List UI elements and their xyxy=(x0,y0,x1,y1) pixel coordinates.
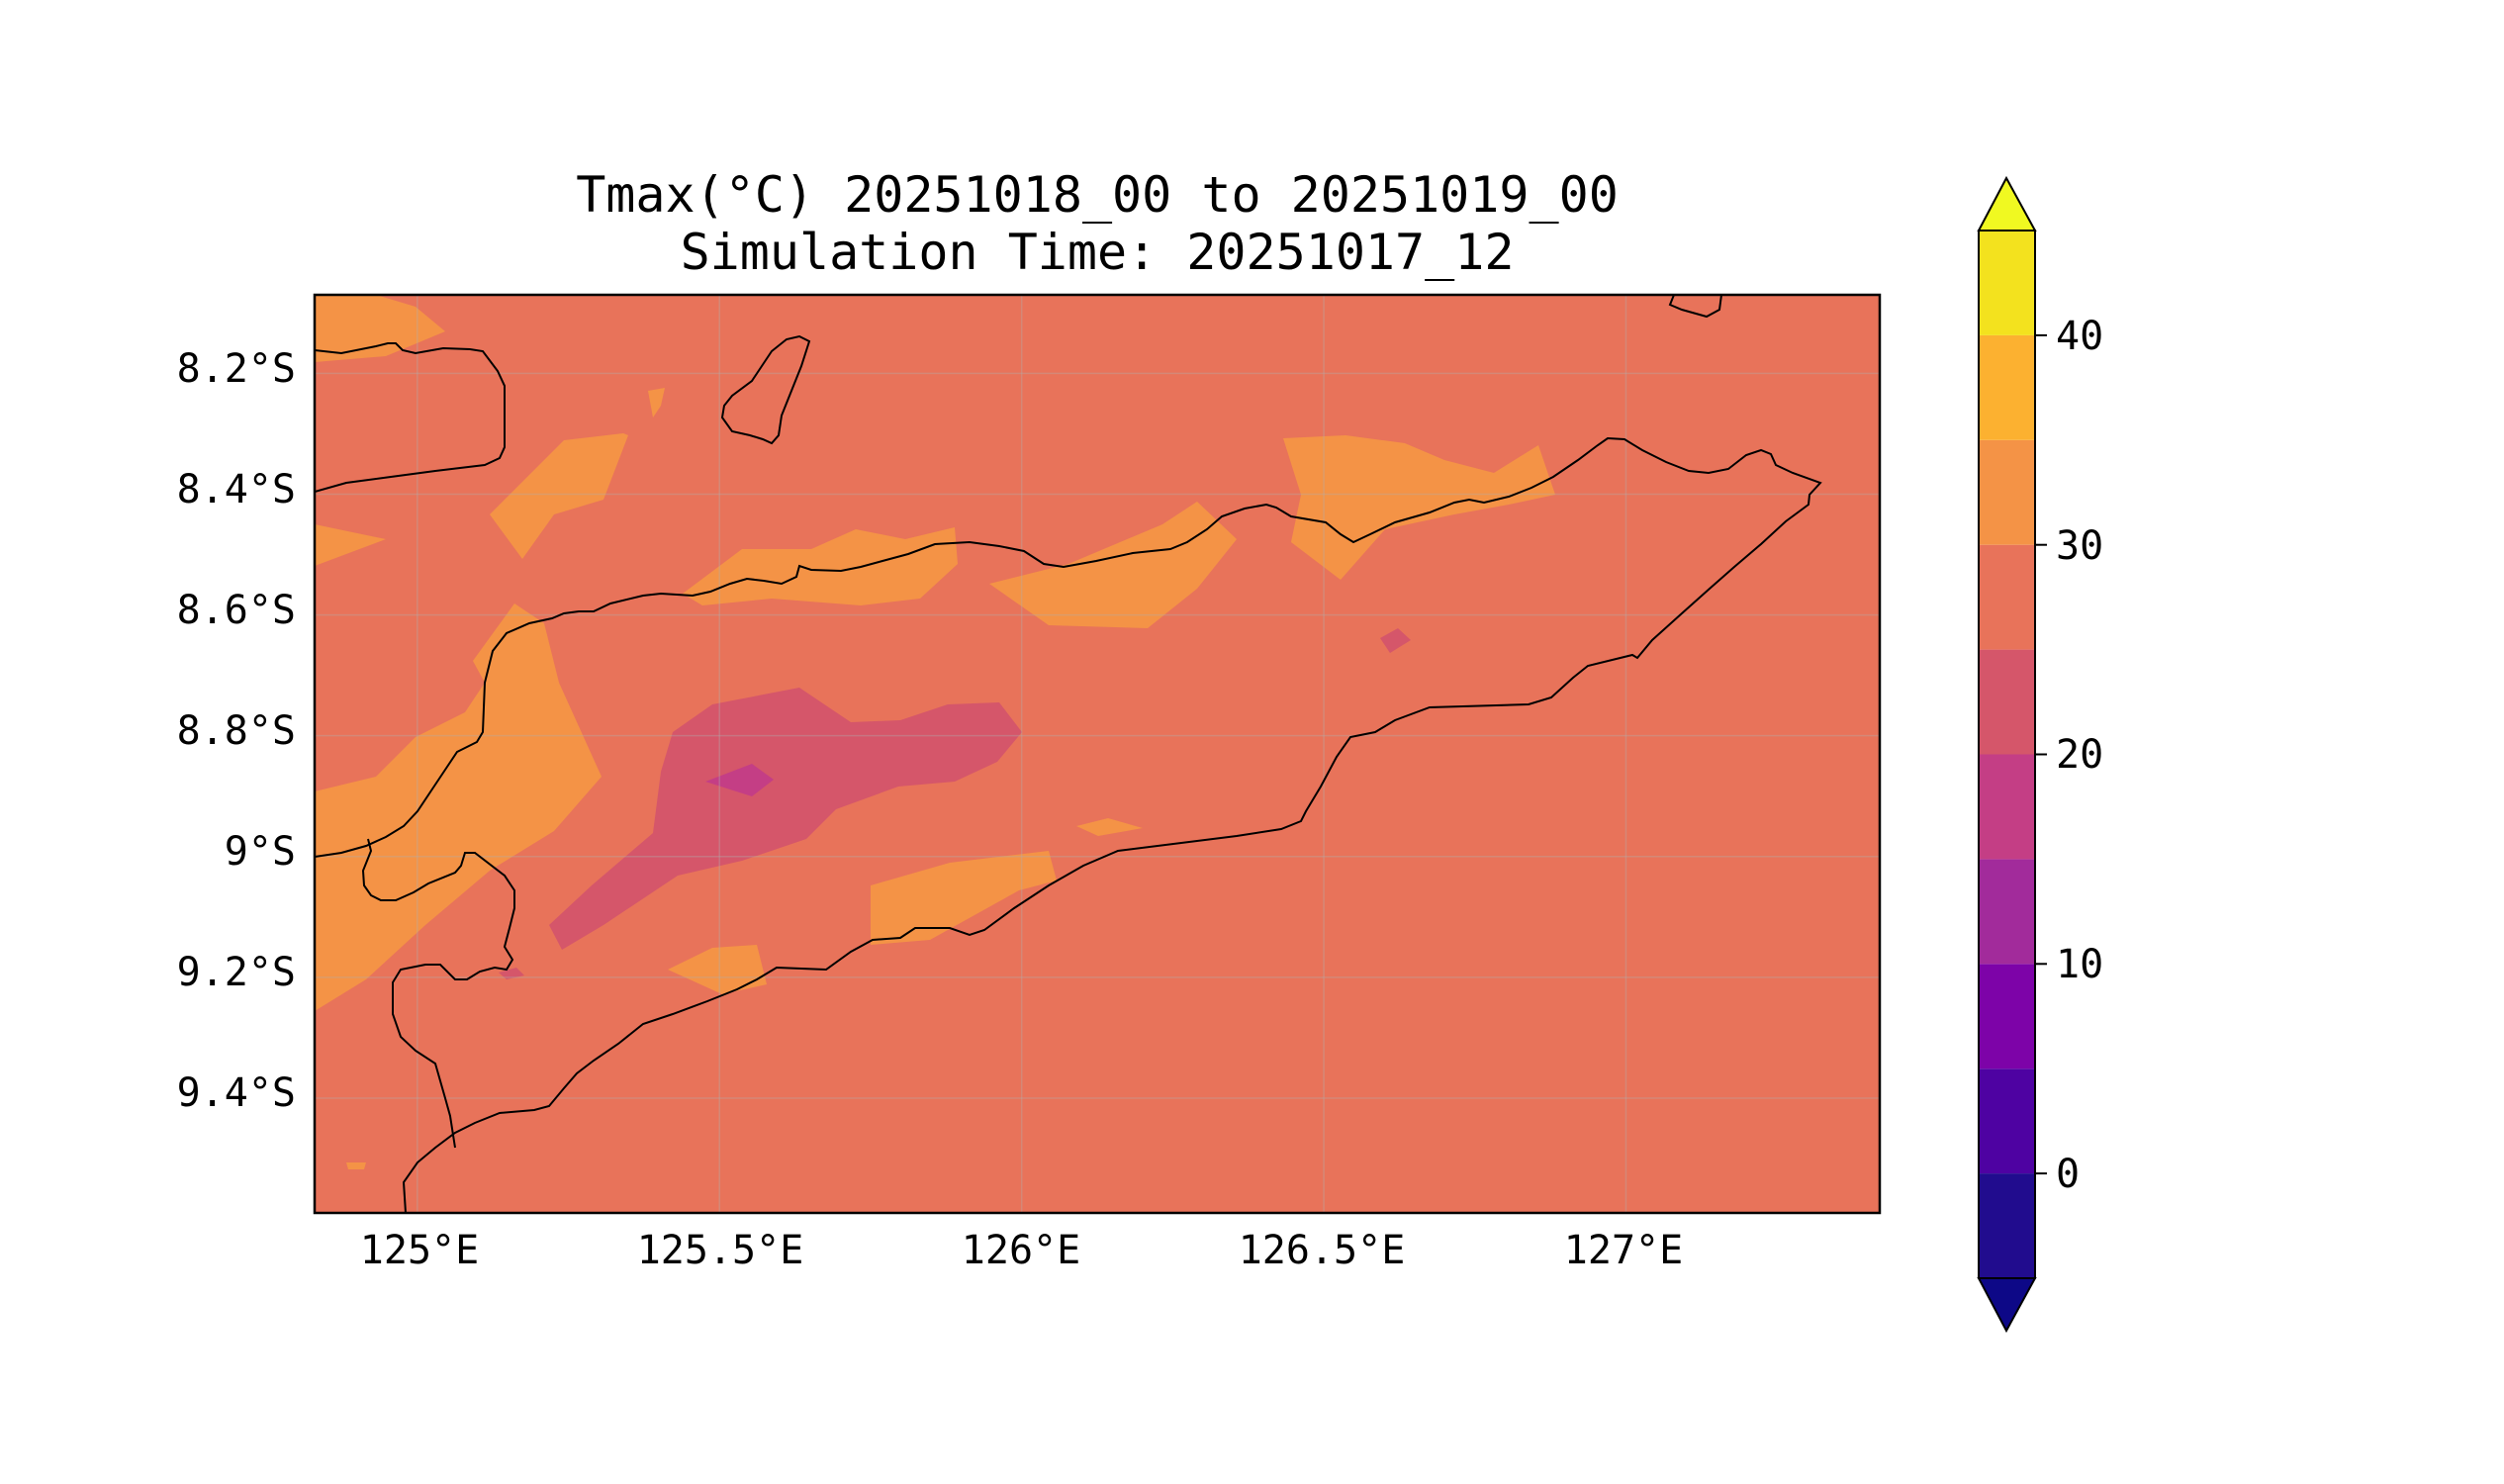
lat-tick-label: 9.2°S xyxy=(176,950,296,995)
contour-30-35 xyxy=(315,295,1555,1169)
colorbar-segment xyxy=(1979,859,2035,965)
lat-tick-label: 9.4°S xyxy=(176,1070,296,1116)
lat-tick-label: 8.4°S xyxy=(176,467,296,512)
colorbar-segment xyxy=(1979,964,2035,1069)
colorbar-ticks xyxy=(2035,333,2047,1175)
lat-tick-label: 9°S xyxy=(224,829,296,875)
lat-tick-label: 8.8°S xyxy=(176,708,296,754)
colorbar-segments xyxy=(1979,231,2035,1278)
chart-title: Tmax(°C) 20251018_00 to 20251019_00 xyxy=(576,166,1619,224)
contour-20-25 xyxy=(499,628,1411,979)
lat-tick-label: 8.6°S xyxy=(176,588,296,633)
lon-tick-label: 127°E xyxy=(1563,1228,1684,1273)
colorbar-tick-label: 10 xyxy=(2056,942,2104,987)
colorbar-tick-label: 0 xyxy=(2056,1152,2081,1197)
colorbar-segment xyxy=(1979,754,2035,860)
chart-subtitle: Simulation Time: 20251017_12 xyxy=(680,224,1515,281)
lon-tick-label: 126°E xyxy=(961,1228,1081,1273)
colorbar-tick-label: 30 xyxy=(2056,523,2104,569)
colorbar-segment xyxy=(1979,1068,2035,1174)
map-panel xyxy=(313,293,1882,1215)
colorbar-segment xyxy=(1979,334,2035,440)
coastline-west-border xyxy=(361,838,515,1149)
colorbar xyxy=(1977,175,2047,1334)
coastline-flores-east xyxy=(315,342,506,493)
colorbar-tick-label: 20 xyxy=(2056,732,2104,778)
colorbar-segment xyxy=(1979,231,2035,335)
lat-tick-label: 8.2°S xyxy=(176,346,296,392)
colorbar-segment xyxy=(1979,649,2035,755)
colorbar-tick-label: 40 xyxy=(2056,314,2104,359)
temperature-contours xyxy=(315,295,1555,1169)
colorbar-extend-max xyxy=(1977,175,2037,232)
lon-tick-label: 126.5°E xyxy=(1238,1228,1406,1273)
coastline-timor-north xyxy=(315,436,1822,1213)
map-frame xyxy=(313,293,1882,1215)
colorbar-extend-min xyxy=(1977,1277,2037,1334)
colorbar-segment xyxy=(1979,1173,2035,1278)
coastline-wetar-tip xyxy=(1668,295,1722,319)
coastline-alor-islet xyxy=(720,334,811,445)
lon-tick-label: 125.5°E xyxy=(636,1228,804,1273)
colorbar-segment xyxy=(1979,544,2035,650)
contour-15-20 xyxy=(705,764,774,796)
lon-tick-label: 125°E xyxy=(359,1228,480,1273)
coastlines xyxy=(315,295,1822,1213)
gridlines xyxy=(315,295,1880,1213)
colorbar-segment xyxy=(1979,439,2035,545)
